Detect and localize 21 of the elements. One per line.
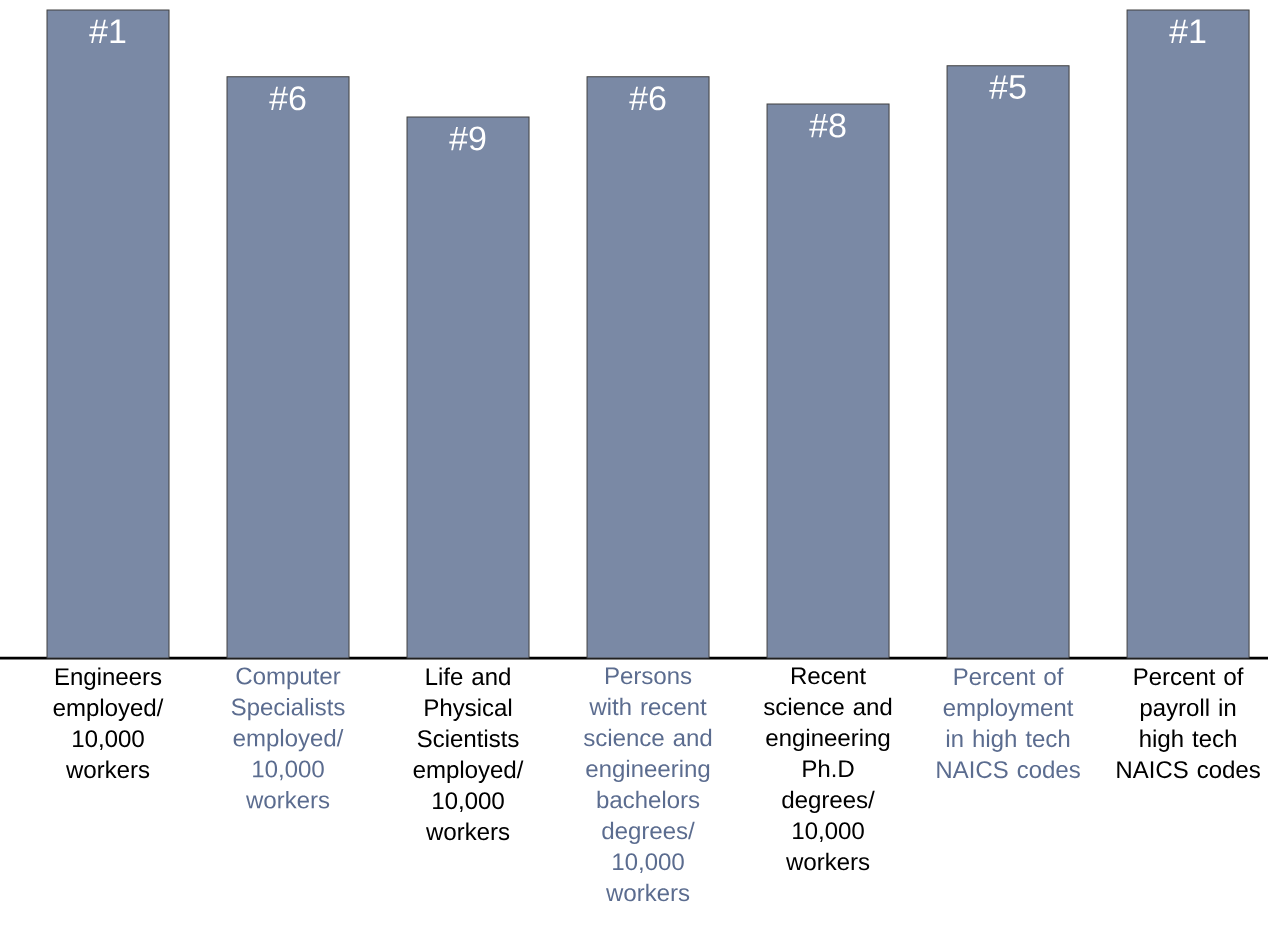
- bar: [406, 116, 530, 659]
- annotation: #9: [449, 126, 486, 151]
- x-tick-label: Life and Physical Scientists employed/ 10,000 workers: [413, 667, 524, 841]
- annotation: #8: [809, 113, 846, 138]
- x-tick-label: Percent of payroll in high tech NAICS codes: [1117, 667, 1260, 779]
- x-tick-label: Recent science and engineering Ph.D degrees/ 10,000 workers: [764, 667, 892, 871]
- annotation: #6: [269, 86, 306, 111]
- annotation: #1: [89, 19, 126, 43]
- bar: [946, 65, 1070, 659]
- bar: [226, 76, 350, 659]
- bar: [1126, 9, 1250, 659]
- x-tick-label: Persons with recent science and engineering bachelors degrees/ 10,000 workers: [584, 667, 712, 902]
- bar: [586, 76, 710, 659]
- x-tick-label: Computer Specialists employed/ 10,000 workers: [231, 667, 345, 809]
- bar: [766, 103, 890, 659]
- x-tick-label: Percent of employment in high tech NAICS codes: [937, 667, 1080, 779]
- annotation: #1: [1169, 19, 1206, 43]
- annotation: #6: [629, 86, 666, 111]
- annotation: #5: [989, 75, 1026, 99]
- bar: [46, 9, 170, 659]
- x-tick-label: Engineers employed/ 10,000 workers: [53, 667, 164, 779]
